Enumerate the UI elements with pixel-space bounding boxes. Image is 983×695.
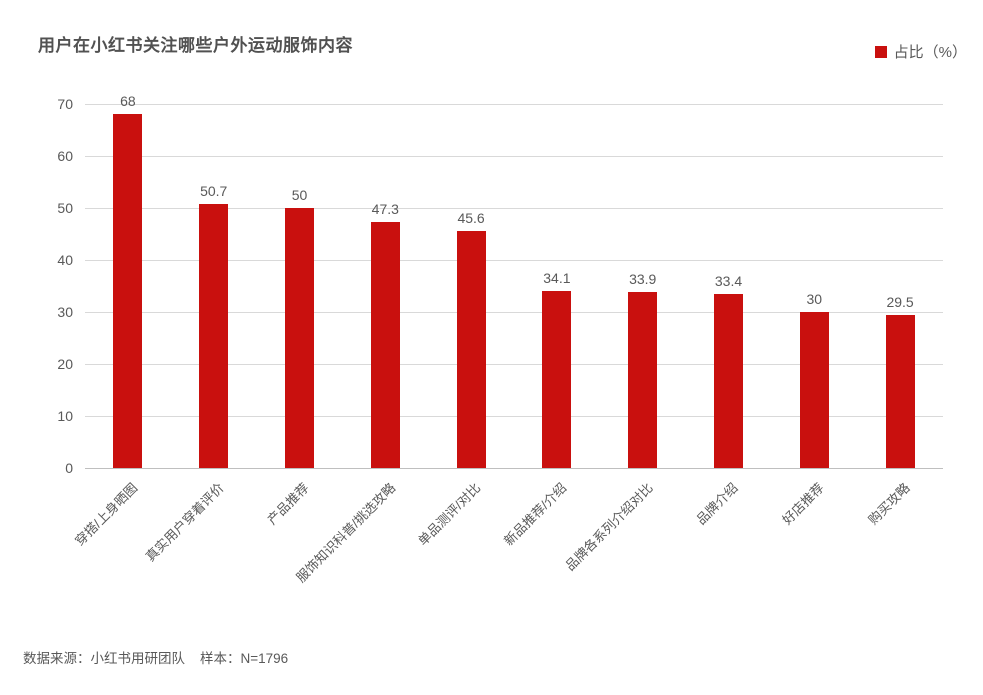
y-axis-tick-label: 20 (57, 356, 73, 372)
y-axis-tick-label: 10 (57, 408, 73, 424)
bar-value-label: 33.9 (629, 270, 657, 287)
bar-value-label: 45.6 (457, 209, 485, 226)
x-axis-label: 真实用户穿着评价 (142, 480, 227, 565)
bar-value-label: 34.1 (543, 269, 571, 286)
bar (456, 230, 486, 468)
data-source-text: 数据来源：小红书用研团队 (23, 651, 185, 666)
bar-value-label: 47.3 (371, 201, 399, 218)
y-axis-tick-label: 0 (65, 460, 73, 476)
gridline (85, 364, 943, 365)
y-axis-tick-label: 50 (57, 200, 73, 216)
y-axis-tick-label: 30 (57, 304, 73, 320)
bar (199, 204, 229, 468)
gridline (85, 156, 943, 157)
bar-value-label: 29.5 (886, 293, 914, 310)
x-axis-label: 穿搭/上身晒图 (72, 480, 141, 549)
bar-value-label: 50 (291, 187, 308, 203)
bar-value-label: 33.4 (714, 273, 743, 290)
legend-swatch-icon (874, 45, 887, 58)
gridline (85, 260, 943, 261)
x-axis-label: 新品推荐/介绍 (501, 480, 570, 549)
legend-label: 占比（%） (893, 44, 967, 61)
gridline (85, 312, 943, 313)
x-axis-label: 单品测评/对比 (415, 480, 484, 549)
gridline (85, 104, 943, 105)
chart-title: 用户在小红书关注哪些户外运动服饰内容 (38, 36, 353, 55)
bar (285, 208, 314, 468)
bar (885, 314, 915, 468)
bar (799, 312, 829, 468)
legend: 占比（%） (874, 41, 967, 62)
x-axis-label: 产品推荐 (264, 480, 313, 528)
y-axis-tick-label: 70 (57, 96, 73, 112)
bar-value-label: 50.7 (200, 183, 228, 200)
x-axis-line (85, 468, 943, 469)
sample-size-text: 样本：N=1796 (200, 651, 289, 666)
bar (714, 294, 743, 468)
bar (542, 290, 572, 468)
plot-area: 0 10 20 30 40 50 60 70 68 穿搭/上身晒图 50.7 真实用户穿着评价 50 产品… (57, 93, 943, 585)
gridline (85, 208, 943, 209)
x-axis-label: 好店推荐 (779, 480, 828, 528)
gridline (85, 416, 943, 417)
y-axis-tick-label: 40 (57, 252, 73, 268)
bar (113, 114, 143, 468)
x-axis-label: 品牌各系列介绍对比 (562, 480, 656, 574)
x-axis-label: 品牌介绍 (693, 480, 742, 528)
y-axis-tick-label: 60 (57, 148, 73, 164)
footer-note: 数据来源：小红书用研团队 样本：N=1796 (23, 647, 288, 667)
bar (628, 291, 658, 468)
bar-value-label: 68 (120, 93, 136, 110)
x-axis-label: 购买攻略 (865, 480, 913, 528)
bar (370, 222, 400, 468)
bar-value-label: 30 (806, 291, 823, 307)
